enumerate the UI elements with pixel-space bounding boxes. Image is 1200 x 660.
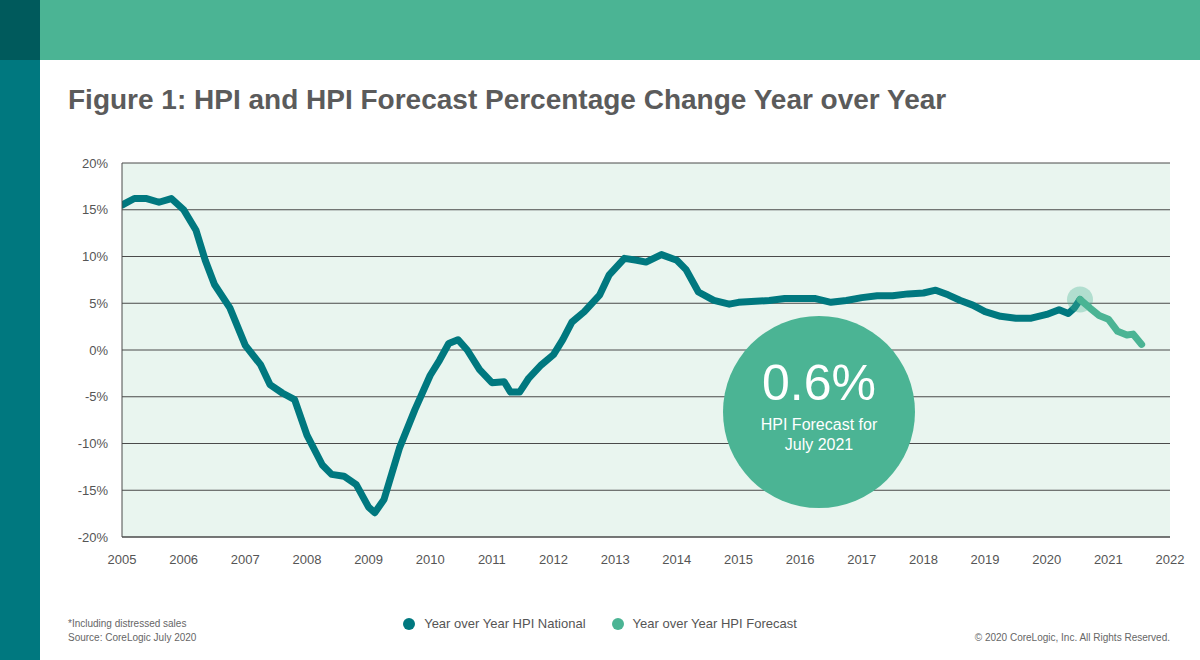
html-text:HPI Forecast for July 2021: HPI Forecast for July 2021	[760, 416, 878, 453]
svg-text:0%: 0%	[89, 343, 108, 358]
svg-text:-15%: -15%	[78, 483, 109, 498]
svg-text:-10%: -10%	[78, 436, 109, 451]
svg-text:2008: 2008	[292, 552, 321, 567]
svg-text:2005: 2005	[108, 552, 137, 567]
svg-text:2015: 2015	[724, 552, 753, 567]
svg-text:20%: 20%	[82, 156, 108, 171]
html-text:Figure 1: HPI and HPI Forecast: Figure 1: HPI and HPI Forecast Percentag…	[68, 84, 947, 115]
svg-text:15%: 15%	[82, 202, 108, 217]
svg-text:2016: 2016	[786, 552, 815, 567]
svg-text:2021: 2021	[1094, 552, 1123, 567]
html-text:Source: CoreLogic July 2020: Source: CoreLogic July 2020	[68, 632, 197, 643]
svg-text:2007: 2007	[231, 552, 260, 567]
svg-text:2009: 2009	[354, 552, 383, 567]
svg-text:-20%: -20%	[78, 530, 109, 545]
svg-text:10%: 10%	[82, 249, 108, 264]
svg-text:2013: 2013	[601, 552, 630, 567]
svg-text:2010: 2010	[416, 552, 445, 567]
svg-text:2020: 2020	[1032, 552, 1061, 567]
html-text:© 2020 CoreLogic, Inc. All Rig: © 2020 CoreLogic, Inc. All Rights Reserv…	[974, 632, 1170, 643]
svg-text:2019: 2019	[971, 552, 1000, 567]
svg-text:2011: 2011	[478, 552, 506, 567]
html-text:Year over Year HPI National: Year over Year HPI National	[424, 616, 586, 631]
svg-text:5%: 5%	[89, 296, 108, 311]
svg-text:2014: 2014	[662, 552, 691, 567]
html-text:Year over Year HPI Forecast: Year over Year HPI Forecast	[632, 616, 797, 631]
svg-text:2017: 2017	[847, 552, 876, 567]
svg-text:-5%: -5%	[85, 389, 109, 404]
html-text:0.6%: 0.6%	[762, 355, 876, 411]
svg-text:2022: 2022	[1156, 552, 1185, 567]
html-text:*Including distressed sales: *Including distressed sales	[68, 618, 187, 629]
svg-text:2006: 2006	[169, 552, 198, 567]
svg-text:2018: 2018	[909, 552, 938, 567]
svg-text:2012: 2012	[539, 552, 568, 567]
